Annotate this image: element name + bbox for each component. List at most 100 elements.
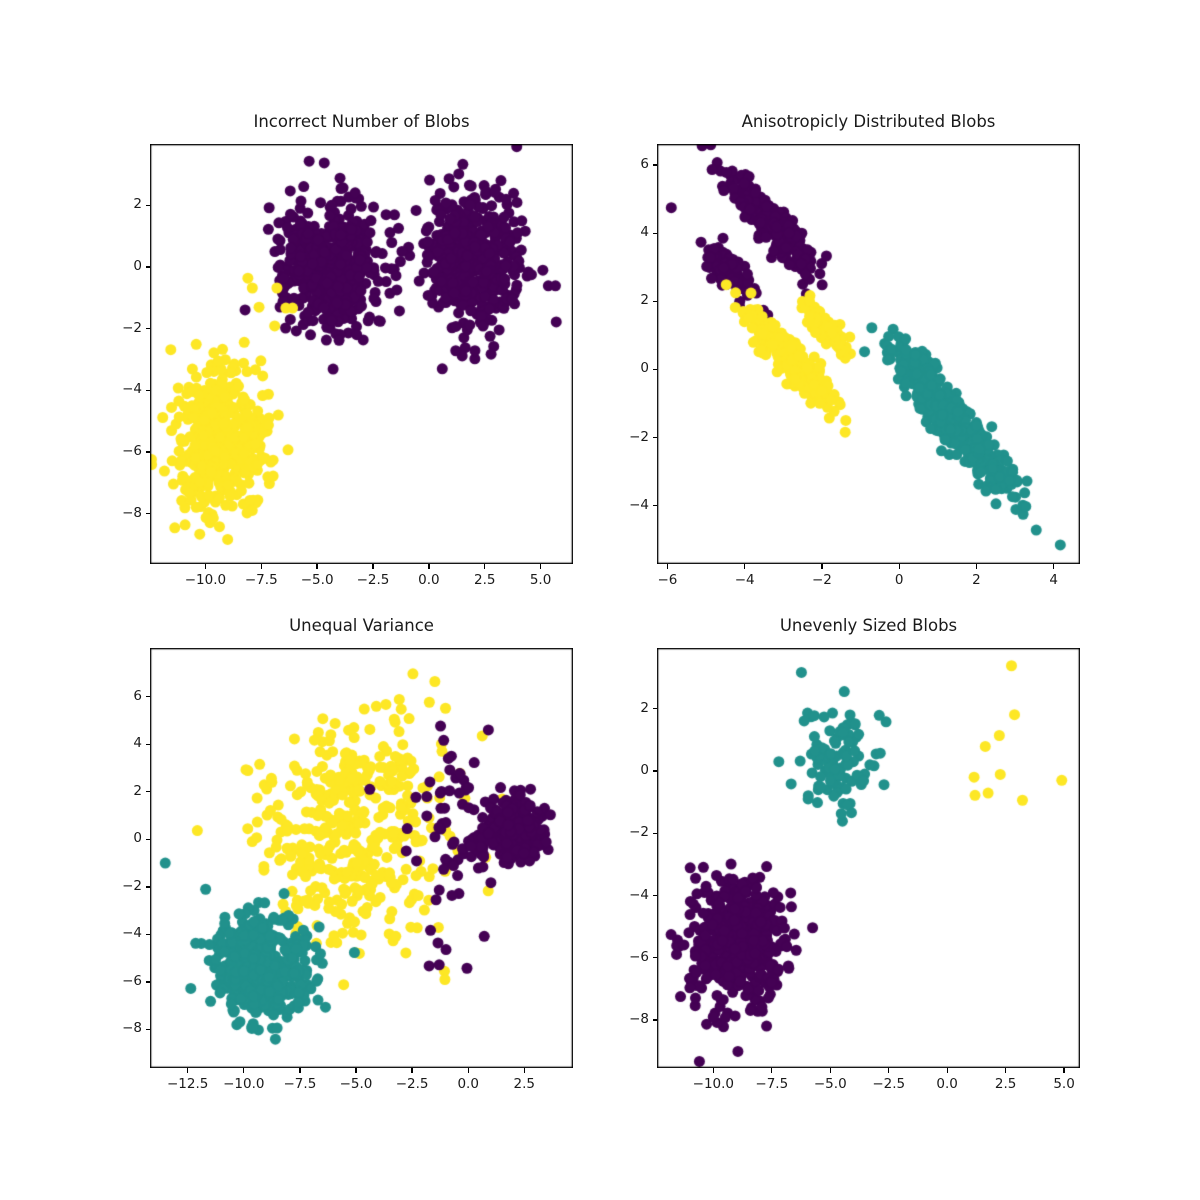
y-tick-label: 2 (640, 292, 649, 309)
x-tick-label: 2 (972, 572, 981, 588)
y-tick-label: −2 (629, 824, 649, 841)
x-tick-label: −7.5 (755, 1076, 789, 1092)
x-tick-mark (666, 564, 669, 569)
y-tick-mark (652, 894, 657, 897)
y-tick-mark (145, 513, 150, 515)
x-tick-label: 2.5 (994, 1076, 1017, 1092)
y-tick-mark (145, 389, 150, 392)
x-tick-mark (523, 1068, 525, 1073)
x-tick-mark (898, 564, 900, 569)
y-tick-label: −2 (122, 877, 142, 894)
y-tick-mark (145, 204, 150, 206)
x-tick-mark (372, 564, 374, 569)
x-tick-mark (243, 1068, 245, 1073)
y-tick-mark (145, 886, 150, 888)
y-tick-label: −4 (122, 381, 142, 398)
y-tick-label: 2 (133, 196, 142, 213)
x-tick-label: 0.0 (936, 1076, 958, 1092)
y-tick-label: −8 (629, 1011, 649, 1028)
x-tick-label: 5.0 (529, 572, 552, 588)
y-tick-label: −2 (122, 319, 142, 336)
y-tick-label: 0 (640, 761, 649, 778)
y-tick-label: −6 (122, 443, 142, 460)
y-tick-label: 6 (640, 156, 649, 173)
x-tick-mark (187, 1068, 189, 1073)
x-tick-mark (260, 564, 262, 569)
y-tick-mark (652, 164, 657, 166)
x-tick-label: 2.5 (473, 572, 496, 588)
x-tick-mark (888, 1068, 890, 1073)
y-tick-label: 4 (133, 735, 142, 752)
x-tick-mark (712, 1068, 714, 1073)
x-tick-label: 0 (894, 572, 904, 588)
x-tick-label: −2.5 (395, 1076, 429, 1092)
subplot-incorrect-number-of-blobs: Incorrect Number of Blobs −10.0 −7.5 −5.0 −… (122, 112, 573, 588)
y-tick-mark (652, 300, 657, 303)
y-tick-label: 0 (640, 360, 649, 377)
x-tick-mark (355, 1068, 357, 1073)
subplot-title: Incorrect Number of Blobs (253, 112, 470, 131)
y-tick-mark (652, 708, 657, 710)
x-tick-mark (428, 564, 430, 569)
x-tick-label: 4 (1049, 572, 1059, 588)
scatter-canvas (150, 144, 573, 564)
x-tick-label: −10.0 (692, 1076, 735, 1092)
y-tick-label: −6 (122, 972, 142, 989)
y-tick-label: 4 (640, 224, 649, 241)
x-tick-mark (1004, 1068, 1007, 1073)
x-tick-label: −12.5 (167, 1076, 209, 1092)
x-tick-label: −7.5 (244, 572, 278, 588)
y-tick-label: −4 (629, 496, 649, 513)
x-tick-label: −2.5 (872, 1076, 906, 1092)
y-tick-label: −8 (122, 1020, 142, 1037)
y-tick-mark (145, 743, 150, 745)
subplot-unequal-variance: Unequal Variance −12.5 −10.0 −7.5 −5.0 −2.5 0… (122, 616, 573, 1092)
y-tick-mark (652, 436, 657, 439)
y-tick-mark (652, 232, 657, 234)
x-tick-label: 0.0 (457, 1076, 479, 1092)
x-tick-mark (539, 564, 542, 569)
y-tick-mark (145, 981, 150, 983)
y-tick-mark (145, 1028, 150, 1031)
x-tick-mark (411, 1068, 413, 1073)
y-tick-mark (145, 791, 150, 793)
y-tick-label: 6 (133, 687, 142, 704)
y-tick-mark (145, 696, 150, 698)
y-tick-label: 2 (133, 782, 142, 799)
subplot-unevenly-sized-blobs: Unevenly Sized Blobs −10.0 −7.5 −5.0 −2.5 0.… (629, 616, 1080, 1092)
y-tick-mark (145, 266, 150, 268)
x-tick-label: −5.0 (339, 1076, 373, 1092)
y-tick-label: −4 (629, 886, 649, 903)
x-tick-mark (1063, 1068, 1065, 1073)
x-tick-mark (484, 564, 486, 569)
subplot-title: Unevenly Sized Blobs (779, 616, 958, 635)
y-tick-label: −8 (122, 504, 142, 521)
subplot-anisotropicly-distributed-blobs: Anisotropicly Distributed Blobs −6 −4 −2 0 2… (629, 112, 1080, 588)
subplot-title: Anisotropicly Distributed Blobs (741, 112, 996, 131)
x-tick-mark (946, 1068, 948, 1073)
scatter-canvas (657, 648, 1080, 1068)
x-tick-mark (975, 564, 978, 569)
y-tick-label: 2 (640, 699, 649, 716)
x-tick-label: 0.0 (418, 572, 440, 588)
x-tick-label: −2 (811, 572, 832, 588)
x-tick-label: −2.5 (356, 572, 390, 588)
x-tick-label: 2.5 (513, 1076, 536, 1092)
x-tick-label: −4 (734, 572, 755, 588)
y-tick-mark (652, 1019, 657, 1021)
subplot-title: Unequal Variance (289, 616, 434, 635)
x-tick-label: −7.5 (283, 1076, 317, 1092)
y-tick-label: −6 (629, 948, 649, 965)
y-tick-label: 0 (133, 830, 142, 847)
x-tick-label: −6 (657, 572, 678, 588)
y-tick-mark (145, 933, 150, 936)
x-tick-label: 5.0 (1053, 1076, 1075, 1092)
x-tick-mark (1053, 564, 1055, 569)
y-tick-mark (652, 832, 657, 834)
x-tick-label: −5.0 (813, 1076, 847, 1092)
y-tick-label: 0 (133, 258, 142, 275)
y-tick-label: −4 (122, 925, 142, 942)
scatter-canvas (150, 648, 573, 1068)
x-tick-mark (771, 1068, 773, 1073)
